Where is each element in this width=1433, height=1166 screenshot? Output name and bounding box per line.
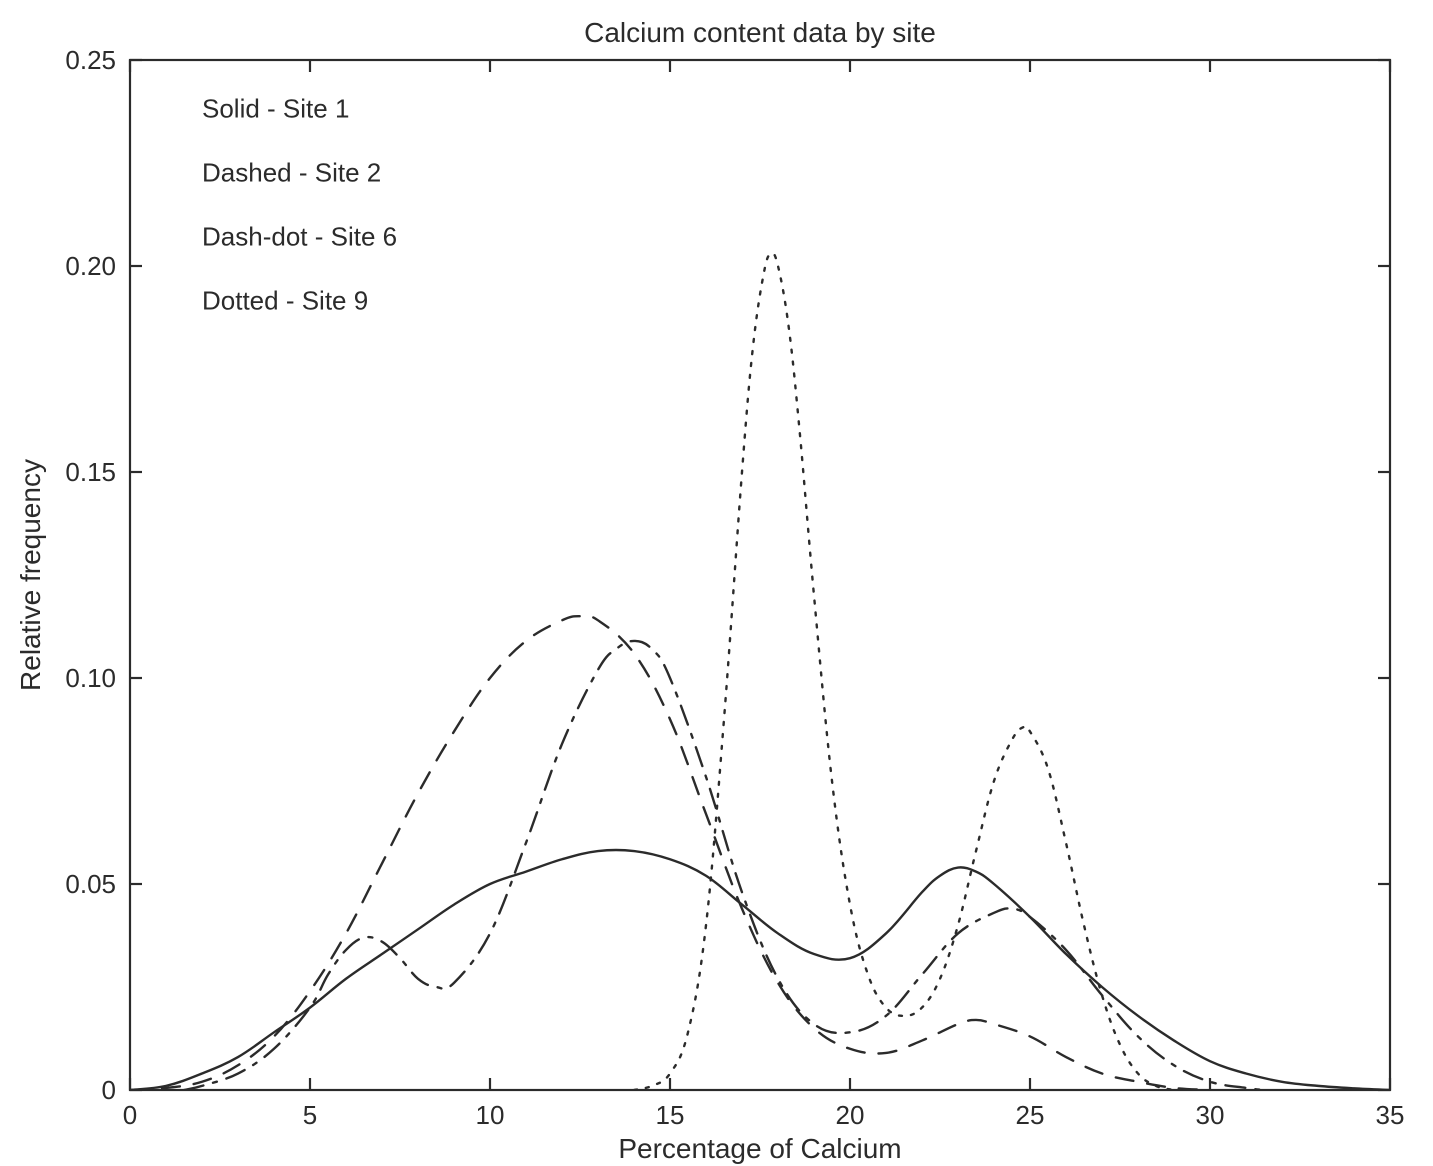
legend-item: Dash-dot - Site 6 <box>202 221 397 251</box>
legend-item: Dashed - Site 2 <box>202 158 381 188</box>
chart-title: Calcium content data by site <box>584 17 936 48</box>
x-tick-label: 25 <box>1016 1100 1045 1130</box>
legend-item: Solid - Site 1 <box>202 94 349 124</box>
y-tick-label: 0.15 <box>65 457 116 487</box>
chart-container: 0 5 10 15 20 25 30 35 0 0.05 0.10 0.15 0.20 0.25 Calci… <box>0 0 1433 1166</box>
y-tick-label: 0.20 <box>65 251 116 281</box>
x-tick-label: 15 <box>656 1100 685 1130</box>
y-tick-label: 0.10 <box>65 663 116 693</box>
x-tick-label: 35 <box>1376 1100 1405 1130</box>
legend-item: Dotted - Site 9 <box>202 285 368 315</box>
x-tick-label: 5 <box>303 1100 317 1130</box>
y-tick-label: 0 <box>102 1075 116 1105</box>
x-tick-label: 20 <box>836 1100 865 1130</box>
y-tick-label: 0.05 <box>65 869 116 899</box>
y-tick-label: 0.25 <box>65 45 116 75</box>
y-axis-label: Relative frequency <box>15 459 46 691</box>
x-tick-label: 10 <box>476 1100 505 1130</box>
x-axis-label: Percentage of Calcium <box>618 1133 901 1164</box>
x-tick-label: 30 <box>1196 1100 1225 1130</box>
x-tick-label: 0 <box>123 1100 137 1130</box>
density-chart: 0 5 10 15 20 25 30 35 0 0.05 0.10 0.15 0.20 0.25 Calci… <box>0 0 1433 1166</box>
